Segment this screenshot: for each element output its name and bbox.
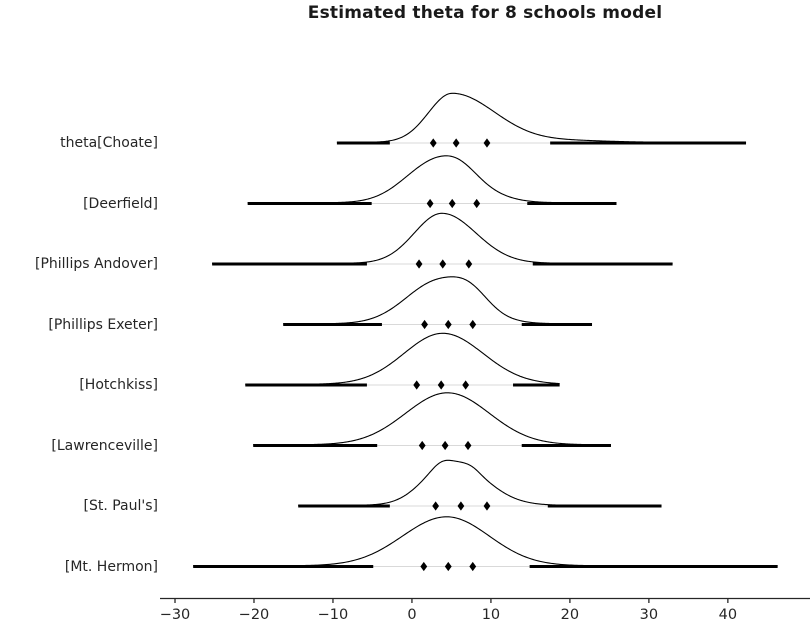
x-tick-label: 10 [482, 607, 500, 623]
quartile-diamond [465, 259, 473, 269]
density-curve [283, 276, 593, 325]
density-curve [298, 459, 662, 506]
quartile-diamond [483, 501, 491, 511]
density-curve [245, 332, 560, 385]
x-tick-label: 0 [407, 607, 416, 623]
ridge-row [247, 155, 617, 209]
quartile-diamond [437, 380, 445, 390]
quartile-diamond [462, 380, 470, 390]
row-label: [Lawrenceville] [51, 437, 158, 454]
quartile-diamond [464, 440, 472, 451]
density-curve [336, 92, 747, 143]
quartile-diamond [432, 501, 440, 511]
quartile-diamond [441, 440, 449, 451]
ridge-row [245, 332, 560, 390]
quartile-diamond [448, 198, 456, 209]
density-curve [212, 212, 673, 264]
quartile-diamond [444, 319, 452, 330]
density-curve [193, 516, 778, 567]
row-label: [St. Paul's] [83, 498, 159, 514]
row-label: [Deerfield] [83, 195, 158, 212]
density-curve [247, 155, 617, 204]
chart-title: Estimated theta for 8 schools model [307, 3, 663, 23]
quartile-diamond [429, 138, 437, 148]
density-curve [253, 392, 611, 446]
quartile-diamond [415, 259, 423, 269]
quartile-diamond [426, 198, 434, 209]
ridge-row [253, 392, 611, 451]
row-label: [Hotchkiss] [79, 377, 158, 393]
row-label: [Phillips Exeter] [48, 316, 158, 333]
ridge-row [193, 516, 778, 572]
quartile-diamond [418, 440, 426, 451]
x-tick-label: 40 [719, 607, 737, 623]
x-tick-label: 20 [561, 607, 579, 623]
ridge-row [298, 459, 662, 511]
row-label: [Phillips Andover] [35, 256, 158, 272]
quartile-diamond [413, 380, 421, 390]
ridge-row [283, 276, 593, 330]
x-tick-label: 30 [640, 607, 658, 623]
quartile-diamond [444, 561, 452, 572]
quartile-diamond [457, 501, 465, 511]
row-label: [Mt. Hermon] [64, 558, 158, 575]
x-tick-label: −10 [318, 607, 349, 623]
quartile-diamond [469, 561, 477, 572]
quartile-diamond [473, 198, 481, 209]
ridge-row [212, 212, 673, 269]
quartile-diamond [421, 319, 428, 330]
x-tick-label: −30 [160, 607, 191, 623]
quartile-diamond [483, 138, 491, 148]
quartile-diamond [469, 319, 477, 330]
quartile-diamond [439, 259, 447, 269]
row-label: theta[Choate] [60, 135, 158, 151]
x-tick-label: −20 [239, 607, 270, 623]
quartile-diamond [452, 138, 460, 148]
quartile-diamond [420, 561, 428, 572]
ridge-row [336, 92, 747, 148]
